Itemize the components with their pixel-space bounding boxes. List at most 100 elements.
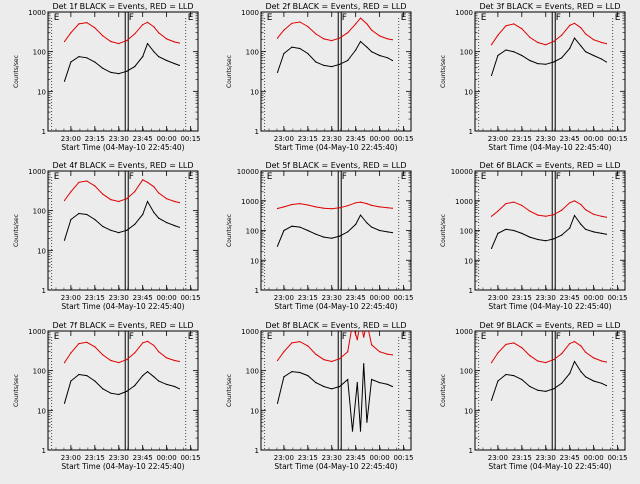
y-tick-label: 1: [255, 128, 259, 136]
data-point-lld: [561, 209, 563, 211]
data-point-events: [174, 63, 176, 65]
data-point-lld: [505, 343, 507, 345]
data-point-events: [569, 372, 571, 375]
data-point-events: [593, 54, 595, 57]
y-tick-label: 10: [37, 407, 46, 415]
data-point-events: [283, 52, 285, 55]
data-point-events: [126, 70, 128, 72]
data-point-lld: [78, 23, 80, 25]
data-point-events: [605, 233, 608, 235]
marker-label: E: [401, 13, 407, 23]
data-point-lld: [166, 38, 168, 40]
data-point-lld: [391, 207, 393, 209]
data-point-lld: [529, 210, 531, 212]
data-point-lld: [86, 22, 88, 24]
data-point-lld: [537, 360, 539, 362]
data-point-events: [490, 74, 493, 77]
x-tick-label: 00:00: [584, 135, 604, 143]
data-point-lld: [379, 206, 381, 208]
data-point-events: [513, 51, 515, 53]
data-point-lld: [299, 21, 301, 23]
data-point-events: [573, 214, 576, 217]
data-point-lld: [174, 359, 176, 362]
y-tick-label: 100: [246, 368, 259, 376]
y-axis-label: Counts/sec: [226, 55, 233, 88]
data-point-events: [371, 51, 373, 53]
data-point-events: [315, 61, 317, 63]
data-point-lld: [307, 345, 309, 347]
data-point-lld: [126, 198, 128, 200]
data-point-events: [158, 217, 160, 219]
y-tick-label: 10: [37, 247, 46, 255]
data-point-lld: [573, 341, 576, 343]
data-point-lld: [371, 29, 373, 31]
data-point-lld: [605, 43, 608, 45]
data-point-events: [505, 228, 507, 230]
data-point-lld: [142, 179, 144, 181]
data-point-lld: [102, 35, 104, 37]
data-point-lld: [146, 340, 149, 342]
data-point-lld: [545, 362, 547, 364]
data-point-events: [521, 378, 523, 381]
data-point-lld: [580, 27, 582, 29]
data-point-events: [359, 430, 362, 432]
data-point-events: [142, 375, 144, 377]
data-point-events: [146, 43, 149, 45]
data-point-lld: [94, 185, 96, 187]
y-tick-label: 100: [460, 49, 473, 57]
data-point-events: [174, 385, 176, 388]
data-point-lld: [118, 362, 120, 364]
y-tick-label: 1000: [455, 9, 473, 17]
x-tick-label: 23:15: [298, 454, 318, 462]
data-point-events: [347, 59, 349, 62]
data-point-events: [561, 382, 563, 384]
data-point-lld: [86, 341, 88, 343]
data-point-lld: [497, 352, 499, 354]
data-point-events: [553, 238, 555, 240]
marker-label: E: [267, 13, 273, 23]
x-tick-label: 23:30: [322, 135, 342, 143]
data-point-events: [379, 54, 381, 57]
x-tick-label: 23:30: [536, 294, 556, 302]
x-tick-label: 23:30: [109, 135, 129, 143]
detector-panel-8: Det 8f BLACK = Events, RED = LLD Counts/s…: [226, 321, 414, 471]
data-point-lld: [283, 206, 285, 208]
data-point-lld: [178, 360, 180, 363]
data-point-events: [291, 225, 293, 227]
data-point-lld: [178, 202, 180, 204]
x-tick-label: 23:30: [536, 135, 556, 143]
panel-title: Det 6f BLACK = Events, RED = LLD: [479, 161, 620, 170]
x-axis-label: Start Time (04-May-10 22:45:40): [61, 462, 184, 471]
data-point-events: [347, 231, 349, 233]
data-point-lld: [126, 40, 128, 42]
data-point-lld: [276, 207, 279, 210]
data-point-events: [569, 47, 571, 50]
data-point-events: [490, 399, 493, 401]
data-point-lld: [569, 202, 571, 204]
data-point-events: [158, 380, 160, 382]
x-tick-label: 00:15: [180, 294, 200, 302]
data-point-lld: [537, 214, 539, 216]
data-point-events: [94, 380, 96, 382]
y-tick-label: 1000: [241, 328, 259, 336]
data-point-events: [601, 232, 603, 234]
data-point-lld: [63, 40, 66, 43]
x-tick-label: 00:00: [370, 294, 390, 302]
marker-label: E: [615, 172, 621, 182]
y-tick-label: 10: [250, 407, 259, 415]
data-point-lld: [78, 181, 80, 183]
x-axis-label: Start Time (04-May-10 22:45:40): [488, 462, 611, 471]
data-point-lld: [529, 355, 531, 357]
marker-label: F: [556, 172, 561, 182]
data-point-events: [387, 231, 389, 233]
x-tick-label: 23:30: [536, 454, 556, 462]
detector-panel-9: Det 9f BLACK = Events, RED = LLD Counts/s…: [440, 321, 628, 471]
data-point-events: [593, 231, 595, 233]
data-point-events: [513, 375, 515, 377]
data-point-lld: [387, 38, 389, 40]
y-tick-label: 1000: [28, 9, 46, 17]
x-tick-label: 00:15: [607, 135, 627, 143]
x-axis-label: Start Time (04-May-10 22:45:40): [274, 143, 397, 152]
series-line-lld: [64, 21, 180, 45]
